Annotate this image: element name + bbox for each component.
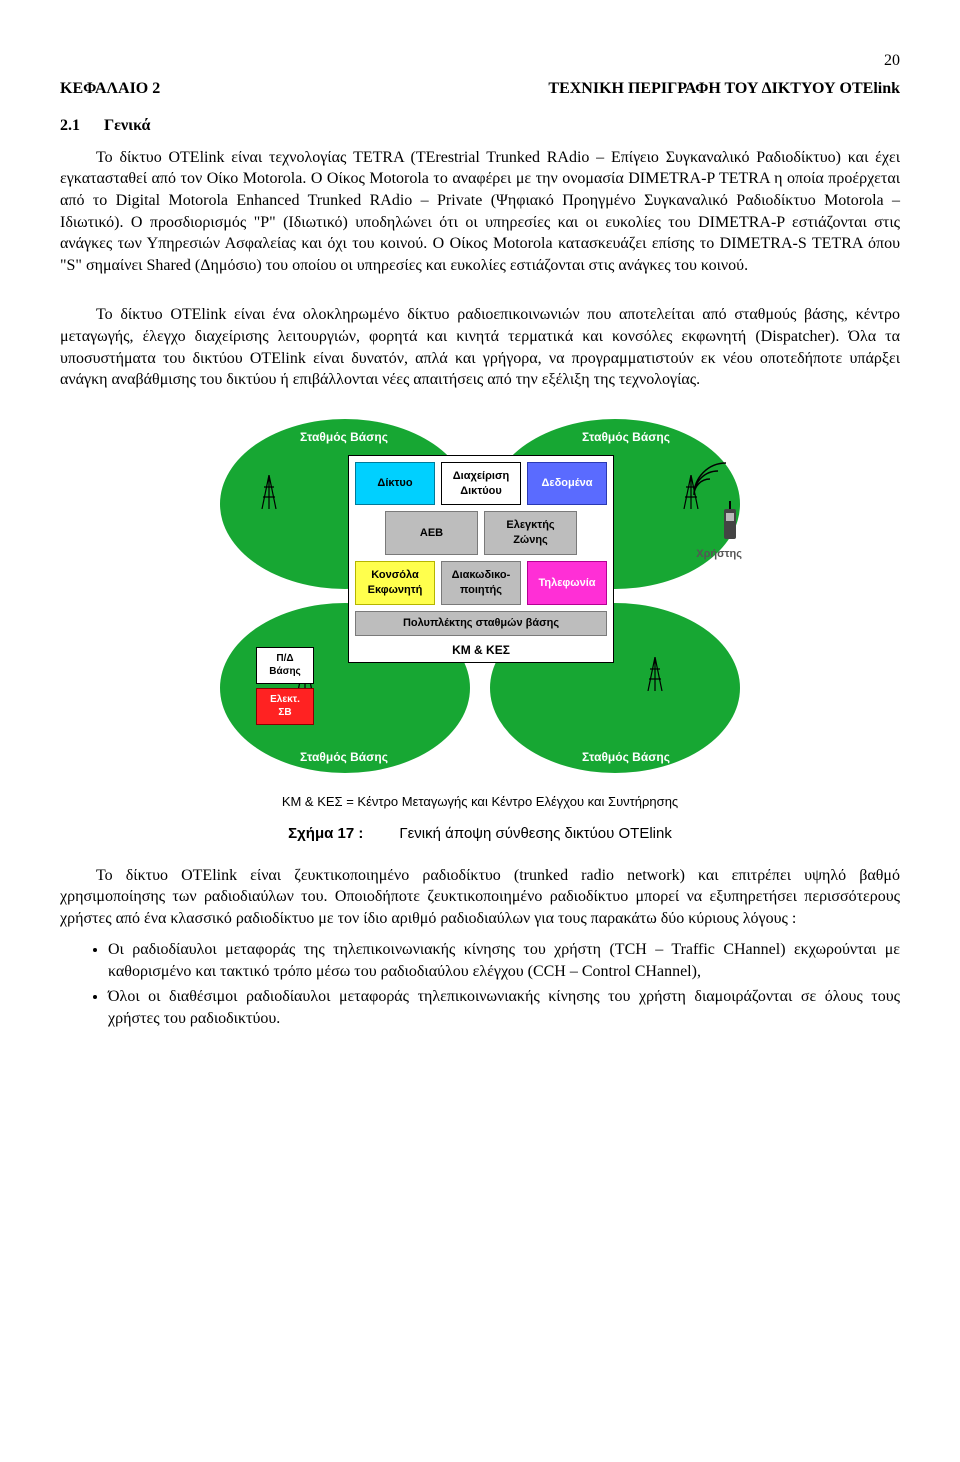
box-codec: Διακωδικο-ποιητής	[441, 561, 521, 605]
box-management: ΔιαχείρισηΔικτύου	[441, 462, 521, 506]
list-item: Οι ραδιοδίαυλοι μεταφοράς της τηλεπικοιν…	[108, 939, 900, 982]
box-pd-base: Π/ΔΒάσης	[256, 647, 314, 684]
box-telephony: Τηλεφωνία	[527, 561, 607, 605]
figure-17: Σταθμός Βάσης Σταθμός Βάσης Σταθμός Βάση…	[60, 419, 900, 779]
lobe-label: Σταθμός Βάσης	[300, 749, 388, 765]
box-network: Δίκτυο	[355, 462, 435, 506]
center-panel-caption: ΚΜ & ΚΕΣ	[355, 642, 607, 658]
handset-icon	[718, 501, 742, 545]
radio-waves-icon	[690, 459, 730, 499]
figure-caption-text: Γενική άποψη σύνθεσης δικτύου OTElink	[399, 824, 672, 844]
lobe-label: Σταθμός Βάσης	[582, 749, 670, 765]
tower-icon	[646, 657, 664, 691]
bullet-list: Οι ραδιοδίαυλοι μεταφοράς της τηλεπικοιν…	[90, 939, 900, 1029]
tower-icon	[260, 475, 278, 509]
section-number: 2.1	[60, 115, 80, 137]
box-zone: ΕλεγκτήςΖώνης	[484, 511, 577, 555]
box-mux: Πολυπλέκτης σταθμών βάσης	[355, 611, 607, 636]
chapter-label: ΚΕΦΑΛΑΙΟ 2	[60, 78, 160, 100]
section-title: Γενικά	[104, 115, 150, 137]
paragraph-1: Το δίκτυο OTElink είναι τεχνολογίας TETR…	[60, 147, 900, 277]
user-label: Χρήστης	[696, 547, 742, 562]
box-data: Δεδομένα	[527, 462, 607, 506]
figure-caption-label: Σχήμα 17 :	[288, 824, 363, 844]
box-elect-sb: Ελεκτ.ΣΒ	[256, 688, 314, 725]
paragraph-2: Το δίκτυο OTElink είναι ένα ολοκληρωμένο…	[60, 304, 900, 390]
paragraph-3: Το δίκτυο OTElink είναι ζευκτικοποιημένο…	[60, 865, 900, 930]
list-item: Όλοι οι διαθέσιμοι ραδιοδίαυλοι μεταφορά…	[108, 986, 900, 1029]
lobe-label: Σταθμός Βάσης	[300, 429, 388, 445]
figure-subcaption: ΚΜ & ΚΕΣ = Κέντρο Μεταγωγής και Κέντρο Ε…	[60, 793, 900, 811]
side-panel: Π/ΔΒάσης Ελεκτ.ΣΒ	[256, 647, 314, 725]
lobe-label: Σταθμός Βάσης	[582, 429, 670, 445]
box-console: ΚονσόλαΕκφωνητή	[355, 561, 435, 605]
center-panel: Δίκτυο ΔιαχείρισηΔικτύου Δεδομένα AEB Ελ…	[348, 455, 614, 663]
chapter-title: ΤΕΧΝΙΚΗ ΠΕΡΙΓΡΑΦΗ ΤΟΥ ΔΙΚΤΥΟΥ OTElink	[548, 78, 900, 100]
page-number: 20	[60, 50, 900, 72]
box-aeb: AEB	[385, 511, 478, 555]
